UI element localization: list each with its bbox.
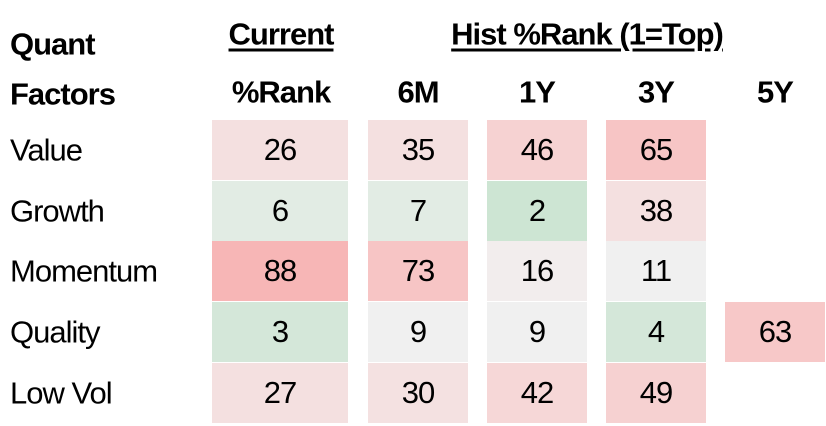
header-current: Current	[228, 16, 335, 52]
header-quant: Quant	[10, 26, 96, 62]
rank-cell: 49	[606, 363, 706, 423]
rank-cell: 7	[368, 181, 468, 241]
rank-cell: 3	[212, 302, 348, 362]
row-label: Momentum	[10, 253, 158, 289]
row-label: Low Vol	[10, 375, 113, 411]
header-factors: Factors	[10, 76, 116, 112]
period-header: 6M	[397, 74, 439, 110]
rank-cell: 4	[606, 302, 706, 362]
rank-cell: 9	[487, 302, 587, 362]
rank-cell: 6	[212, 181, 348, 241]
rank-cell: 46	[487, 120, 587, 180]
row-label: Value	[10, 132, 83, 168]
rank-cell: 27	[212, 363, 348, 423]
row-label: Quality	[10, 314, 100, 350]
rank-cell: 42	[487, 363, 587, 423]
rank-cell: 26	[212, 120, 348, 180]
rank-cell: 2	[487, 181, 587, 241]
header-hist: Hist %Rank (1=Top)	[451, 16, 724, 52]
period-header: 1Y	[519, 74, 556, 110]
rank-cell: 73	[368, 241, 468, 301]
row-label: Growth	[10, 193, 105, 229]
rank-cell: 65	[606, 120, 706, 180]
rank-cell: 16	[487, 241, 587, 301]
rank-cell: 38	[606, 181, 706, 241]
rank-cell: 9	[368, 302, 468, 362]
period-header: 5Y	[757, 74, 794, 110]
header-current-sub: %Rank	[231, 74, 331, 110]
rank-cell: 63	[725, 302, 825, 362]
rank-cell: 11	[606, 241, 706, 301]
rank-cell: 35	[368, 120, 468, 180]
rank-cell: 88	[212, 241, 348, 301]
period-header: 3Y	[638, 74, 675, 110]
rank-cell: 30	[368, 363, 468, 423]
